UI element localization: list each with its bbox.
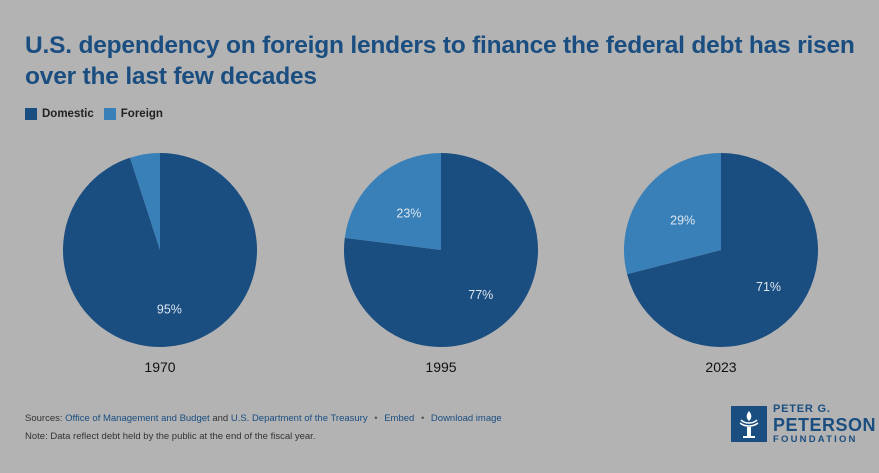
pie-1995-label-foreign: 23%: [396, 207, 421, 221]
logo-line-2: PETERSON: [773, 415, 877, 435]
bullet-separator: •: [420, 413, 425, 424]
sources-prefix: Sources:: [25, 413, 63, 424]
logo-wordmark: PETER G. PETERSON FOUNDATION: [773, 404, 876, 445]
source-omb-link[interactable]: Office of Management and Budget: [65, 413, 210, 424]
embed-link[interactable]: Embed: [384, 413, 415, 424]
legend-item-domestic: Domestic: [25, 108, 94, 120]
pie-2023-slice-foreign[interactable]: [624, 152, 721, 275]
logo-line-3: FOUNDATION: [773, 434, 858, 445]
pie-1995-label-domestic: 77%: [468, 288, 493, 302]
legend: Domestic Foreign: [25, 108, 173, 120]
legend-item-foreign: Foreign: [103, 108, 163, 120]
pie-1995-slice-foreign[interactable]: [344, 153, 441, 250]
sources-line: Sources: Office of Management and Budget…: [25, 413, 502, 424]
pie-year-label-1970: 1970: [144, 359, 175, 375]
legend-swatch-domestic: [25, 108, 37, 120]
chart-title: U.S. dependency on foreign lenders to fi…: [25, 32, 855, 90]
legend-swatch-foreign: [103, 108, 116, 120]
pie-1970-label-domestic: 95%: [157, 302, 182, 316]
sources-and: and: [212, 413, 229, 424]
peterson-foundation-logo[interactable]: PETER G. PETERSON FOUNDATION: [731, 404, 876, 445]
pie-2023-label-domestic: 71%: [756, 280, 781, 294]
pie-2023-label-foreign: 29%: [670, 213, 695, 227]
note-line: Note: Data reflect debt held by the publ…: [25, 431, 316, 442]
logo-line-1: PETER G.: [773, 403, 831, 415]
source-treasury-link[interactable]: U.S. Department of the Treasury: [230, 413, 368, 424]
bullet-separator: •: [374, 413, 378, 424]
download-image-link[interactable]: Download image: [430, 413, 502, 424]
pie-year-label-1995: 1995: [425, 359, 456, 375]
torch-icon: [731, 406, 767, 443]
pie-2023-slice-domestic[interactable]: [627, 153, 818, 347]
pie-1970-slice-foreign[interactable]: [130, 153, 160, 250]
legend-label-foreign: Foreign: [120, 108, 163, 120]
pie-1995-slice-domestic[interactable]: [343, 153, 538, 347]
pie-year-label-2023: 2023: [705, 359, 736, 375]
legend-label-domestic: Domestic: [42, 108, 94, 120]
